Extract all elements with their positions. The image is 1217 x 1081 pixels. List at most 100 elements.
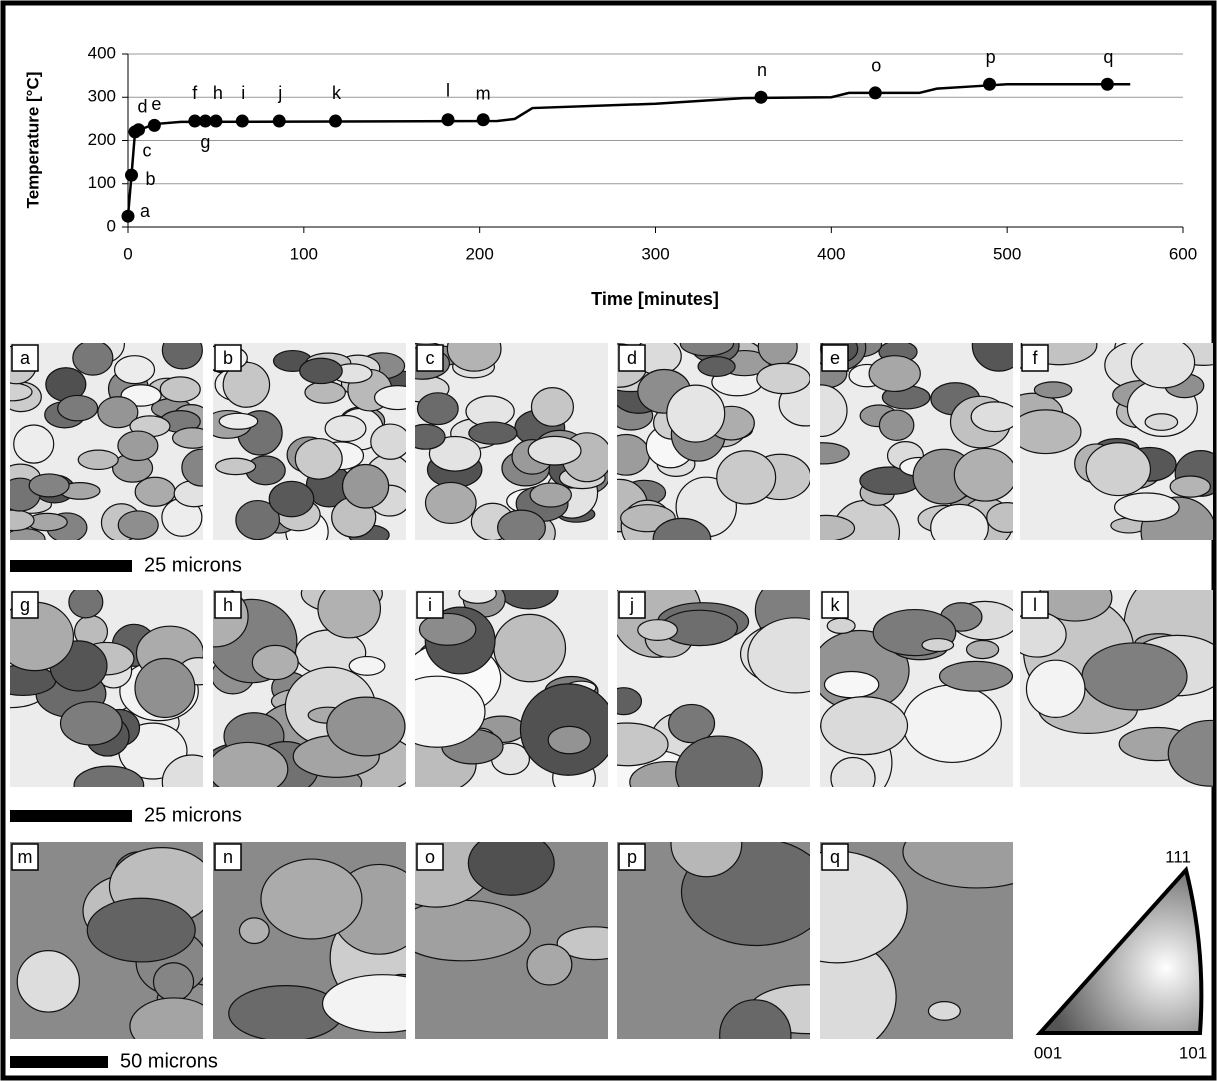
y-tick-label: 0: [107, 216, 116, 235]
grain: [827, 618, 855, 633]
y-axis-label: Temperature [°C]: [23, 72, 42, 209]
point-label: k: [332, 83, 342, 103]
y-tick-label: 400: [88, 43, 116, 62]
grain: [954, 448, 1016, 501]
scale-bar: [10, 560, 132, 572]
grain: [940, 661, 1013, 691]
x-tick-label: 200: [465, 244, 493, 263]
x-tick-label: 100: [290, 244, 318, 263]
grain: [1115, 493, 1180, 521]
data-point: [869, 86, 882, 99]
data-point: [132, 123, 145, 136]
grain: [73, 341, 113, 376]
ipf-label: 111: [1165, 847, 1191, 866]
grain: [824, 671, 878, 697]
scale-bar-label: 25 microns: [144, 804, 242, 826]
grain: [325, 415, 366, 441]
ipf-label: 001: [1034, 1043, 1062, 1062]
point-label: p: [986, 47, 996, 67]
data-point: [983, 78, 996, 91]
grain: [295, 439, 342, 480]
grain: [717, 451, 776, 504]
grain: [160, 377, 200, 402]
grain: [1010, 410, 1081, 454]
grain: [69, 586, 103, 618]
grain: [903, 685, 1002, 762]
grain: [261, 859, 362, 939]
grain: [78, 450, 118, 469]
grain: [135, 658, 195, 717]
grain: [300, 358, 343, 383]
panel-label: g: [20, 595, 30, 615]
grain: [327, 697, 405, 756]
figure: Temperature [°C] Time [minutes] 111 001 …: [0, 0, 1217, 1081]
data-point: [273, 115, 286, 128]
grain: [922, 639, 954, 652]
grain: [343, 464, 389, 508]
data-point: [755, 91, 768, 104]
grain: [118, 511, 158, 539]
panel-label: j: [629, 595, 634, 615]
data-point: [236, 115, 249, 128]
panel-label: p: [627, 847, 637, 867]
grain: [17, 951, 79, 1012]
grain: [305, 382, 345, 404]
grain: [14, 425, 54, 463]
x-tick-label: 300: [641, 244, 669, 263]
grain: [548, 726, 590, 753]
panel-label: c: [426, 348, 435, 368]
panel-label: l: [1033, 595, 1037, 615]
grain: [667, 385, 725, 442]
grain: [371, 424, 410, 459]
grain: [349, 657, 385, 676]
grain: [252, 645, 298, 679]
grain: [418, 393, 459, 425]
grain: [1170, 476, 1210, 497]
data-point: [209, 115, 222, 128]
data-point: [477, 113, 490, 126]
data-point: [148, 119, 161, 132]
grain: [118, 431, 158, 460]
point-label: j: [277, 83, 282, 103]
point-label: d: [138, 96, 148, 116]
panel-label: i: [428, 595, 432, 615]
grain: [219, 413, 258, 429]
x-tick-label: 0: [123, 244, 132, 263]
x-axis-label: Time [minutes]: [591, 289, 719, 309]
grain: [879, 410, 913, 440]
panel-label: n: [223, 847, 233, 867]
grain: [115, 356, 155, 384]
point-label: m: [476, 83, 491, 103]
point-label: o: [871, 56, 881, 76]
grain: [135, 477, 175, 506]
y-tick-label: 300: [88, 87, 116, 106]
point-label: i: [241, 83, 245, 103]
panel-label: a: [20, 348, 31, 368]
grain: [971, 402, 1019, 432]
grain: [821, 697, 908, 755]
data-point: [329, 115, 342, 128]
grain: [494, 614, 566, 681]
grain: [531, 388, 573, 427]
grain: [269, 481, 314, 516]
data-point: [1101, 78, 1114, 91]
panel-label: e: [830, 348, 840, 368]
data-point: [442, 113, 455, 126]
grain: [530, 483, 571, 507]
grain: [757, 363, 810, 393]
point-label: n: [757, 60, 767, 80]
grain: [1131, 337, 1194, 388]
data-point: [122, 210, 135, 223]
point-label: b: [146, 169, 156, 189]
scale-bar: [10, 1056, 108, 1068]
x-tick-label: 600: [1169, 244, 1197, 263]
grain: [1082, 643, 1187, 710]
point-label: l: [446, 80, 450, 100]
grain: [967, 640, 999, 658]
y-tick-label: 100: [88, 173, 116, 192]
panel-label: b: [223, 348, 233, 368]
point-label: e: [151, 94, 161, 114]
grain: [1026, 660, 1084, 717]
point-label: h: [213, 83, 223, 103]
panel-label: m: [18, 847, 33, 867]
